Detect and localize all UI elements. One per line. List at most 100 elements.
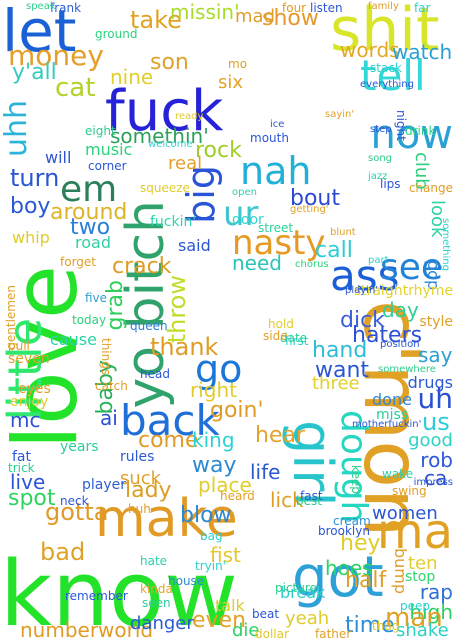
cloud-word-crack: crack xyxy=(112,254,172,279)
cloud-word-cream: cream xyxy=(333,514,371,528)
cloud-word-fuck: fuck xyxy=(105,79,224,144)
cloud-word-dough: dough xyxy=(333,410,374,524)
cloud-word-listen: listen xyxy=(310,1,343,15)
cloud-word-thank: thank xyxy=(150,333,219,361)
cloud-word-welcome: welcome xyxy=(148,139,193,150)
cloud-word-good: good xyxy=(408,430,453,451)
cloud-word-blow: blow xyxy=(180,503,232,528)
cloud-word-kinda: kinda xyxy=(140,582,173,596)
cloud-word-us: us xyxy=(422,408,450,436)
cloud-word-somewhere: somewhere xyxy=(378,364,436,375)
cloud-word-seen: seen xyxy=(142,596,171,610)
cloud-word-rob: rob xyxy=(420,448,453,472)
cloud-word-door: door xyxy=(232,212,264,228)
cloud-word-gotta: gotta xyxy=(45,498,109,526)
cloud-word-stack: stack xyxy=(370,61,402,75)
cloud-word-fast: fast xyxy=(300,489,323,503)
cloud-word-huh: huh xyxy=(128,502,151,516)
cloud-word-side: side xyxy=(263,329,288,343)
cloud-word-night: night xyxy=(394,110,408,141)
cloud-word-look: look xyxy=(427,200,448,238)
cloud-word-dick: dick xyxy=(340,308,385,333)
cloud-word-yeah: yeah xyxy=(285,608,330,629)
cloud-word-today: today xyxy=(72,313,107,327)
cloud-word-dollar: dollar xyxy=(255,627,289,640)
cloud-word-ground: ground xyxy=(95,27,138,41)
cloud-word-turn: turn xyxy=(10,164,60,192)
cloud-word-rock: rock xyxy=(195,138,242,163)
cloud-word-mad: mad xyxy=(235,6,275,27)
cloud-word-position: position xyxy=(380,339,420,350)
cloud-word-music: music xyxy=(85,140,133,159)
cloud-word-best: best xyxy=(296,494,322,508)
cloud-word-change: change xyxy=(408,181,453,195)
cloud-word-real: real xyxy=(168,153,203,174)
cloud-word-stop: stop xyxy=(405,569,436,585)
cloud-word-talk: talk xyxy=(215,596,245,615)
cloud-word-queen: queen xyxy=(130,319,168,333)
cloud-word-rules: rules xyxy=(120,449,155,465)
cloud-word-suck: suck xyxy=(120,468,162,489)
cloud-word-heard: heard xyxy=(220,489,255,503)
cloud-word-speak: speak xyxy=(26,1,56,12)
cloud-word-corner: corner xyxy=(88,159,127,173)
cloud-word-things: things xyxy=(99,338,113,376)
cloud-word-lick: lick xyxy=(270,488,304,512)
cloud-word-even: even xyxy=(192,608,247,633)
cloud-word-peep: peep xyxy=(400,599,430,613)
cloud-word-need: need xyxy=(232,251,282,275)
cloud-word-see: see xyxy=(380,247,444,288)
cloud-word-forget: forget xyxy=(60,255,96,269)
cloud-word-cause: cause xyxy=(50,330,97,349)
cloud-word-jazz: jazz xyxy=(368,171,388,182)
cloud-word-live: live xyxy=(10,470,46,494)
cloud-word-goin: goin' xyxy=(210,398,264,423)
cloud-word-tell: tell xyxy=(360,51,426,100)
cloud-word-nah: nah xyxy=(240,149,312,193)
cloud-word-money: money xyxy=(8,39,104,72)
cloud-word-something: something xyxy=(440,218,451,271)
cloud-word-nine: nine xyxy=(110,65,154,89)
cloud-word-grab: grab xyxy=(103,280,128,331)
cloud-word-lady: lady xyxy=(125,478,172,503)
cloud-word-numberworld: numberworld xyxy=(20,618,154,640)
cloud-word-ass: ass xyxy=(330,251,400,300)
cloud-word-rap: rap xyxy=(419,580,453,604)
cloud-word-five: five xyxy=(85,291,108,305)
cloud-word-player: player xyxy=(82,477,127,493)
cloud-word-let: let xyxy=(2,0,77,65)
cloud-word-come: come xyxy=(138,428,199,453)
cloud-word-brooklyn: brooklyn xyxy=(318,524,370,538)
cloud-word-haters: haters xyxy=(352,323,423,348)
cloud-word-will: will xyxy=(45,148,72,167)
cloud-word-shit: shit xyxy=(330,0,440,65)
cloud-word-day: day xyxy=(382,298,419,322)
cloud-word-neck: neck xyxy=(60,494,89,508)
cloud-word-life: life xyxy=(250,460,281,484)
cloud-word-open: open xyxy=(232,187,257,198)
cloud-word-somethin: somethin' xyxy=(110,124,209,148)
cloud-word-done: done xyxy=(372,390,412,409)
cloud-word-said: said xyxy=(178,236,211,255)
cloud-word-motherfuckin: motherfuckin' xyxy=(352,419,422,430)
cloud-word-date: date xyxy=(280,331,308,345)
cloud-word-squeeze: squeeze xyxy=(140,181,190,195)
cloud-word-enjoy: enjoy xyxy=(10,394,49,410)
cloud-word-six: six xyxy=(218,72,244,93)
cloud-word-ai: ai xyxy=(100,406,118,430)
cloud-word-sayin: sayin' xyxy=(325,109,355,120)
cloud-word-thug: thug xyxy=(372,619,400,633)
cloud-word-ur: ur xyxy=(223,194,259,234)
cloud-word-take: take xyxy=(130,6,182,34)
cloud-word-blunt: blunt xyxy=(330,227,356,238)
cloud-word-miss: miss xyxy=(376,407,409,423)
cloud-word-mc: mc xyxy=(10,408,41,432)
cloud-word-remember: remember xyxy=(65,589,128,603)
cloud-word-shake: shake xyxy=(396,620,449,640)
cloud-word-know: know xyxy=(0,542,238,640)
cloud-word-trick: trick xyxy=(8,461,35,475)
cloud-word-three: three xyxy=(312,373,360,394)
cloud-word-four: four xyxy=(282,1,307,15)
cloud-word-c-mon: c'mon xyxy=(346,300,436,538)
